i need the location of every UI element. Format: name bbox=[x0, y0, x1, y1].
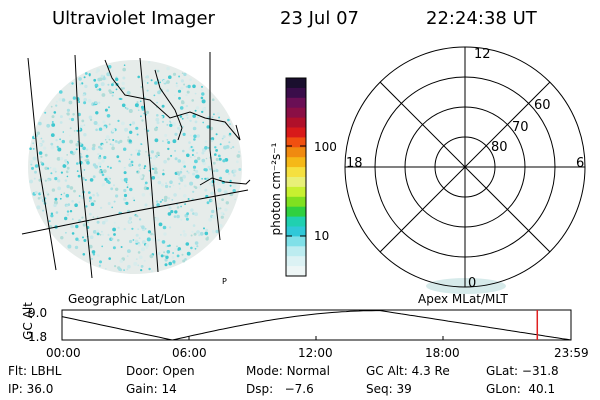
colorbar-tick-100: 100 bbox=[314, 140, 337, 154]
altitude-x-ticks bbox=[188, 336, 444, 340]
altitude-ytick-max: 9.0 bbox=[28, 306, 48, 320]
altitude-xtick-1: 06:00 bbox=[172, 346, 207, 360]
colorbar-band bbox=[286, 117, 306, 129]
map-marker: P bbox=[222, 277, 227, 286]
time-label: 22:24:38 UT bbox=[426, 8, 537, 29]
right-panel-label: Apex MLat/MLT bbox=[418, 292, 508, 306]
map-disk bbox=[28, 60, 242, 274]
colorbar-band bbox=[286, 236, 306, 247]
colorbar-band bbox=[286, 157, 306, 168]
colorbar-band bbox=[286, 147, 306, 158]
colorbar-band bbox=[286, 196, 306, 208]
status-glat: GLat: −31.8 bbox=[486, 364, 559, 378]
status-door: Door: Open bbox=[126, 364, 195, 378]
polar-grid bbox=[344, 46, 586, 288]
instrument-title: Ultraviolet Imager bbox=[52, 8, 215, 29]
colorbar-band bbox=[286, 266, 306, 277]
colorbar-band bbox=[286, 137, 306, 148]
colorbar-band bbox=[286, 87, 306, 99]
status-mode: Mode: Normal bbox=[246, 364, 330, 378]
mlat-label-70: 70 bbox=[512, 120, 529, 135]
status-gain: Gain: 14 bbox=[126, 382, 177, 396]
colorbar-band bbox=[286, 167, 306, 178]
mlt-label-12: 12 bbox=[474, 47, 491, 62]
colorbar-band bbox=[286, 177, 306, 188]
colorbar-band bbox=[286, 246, 306, 257]
uv-emission-points bbox=[29, 61, 242, 273]
status-ip: IP: 36.0 bbox=[8, 382, 54, 396]
mlt-label-0: 0 bbox=[468, 276, 477, 291]
colorbar-band bbox=[286, 107, 306, 119]
altitude-xtick-0: 00:00 bbox=[46, 346, 81, 360]
mlt-label-18: 18 bbox=[346, 156, 363, 171]
altitude-frame bbox=[61, 309, 572, 341]
colorbar-band bbox=[286, 216, 306, 228]
colorbar-band bbox=[286, 206, 306, 218]
mlat-label-80: 80 bbox=[491, 140, 508, 155]
polar-emission bbox=[426, 278, 506, 294]
map-grid-lines bbox=[21, 52, 251, 279]
colorbar-band bbox=[286, 186, 306, 198]
status-gc-alt: GC Alt: 4.3 Re bbox=[366, 364, 450, 378]
date-label: 23 Jul 07 bbox=[280, 8, 359, 29]
status-seq: Seq: 39 bbox=[366, 382, 412, 396]
mlat-label-60: 60 bbox=[534, 98, 551, 113]
status-glon: GLon: 40.1 bbox=[486, 382, 556, 396]
status-flt: Flt: LBHL bbox=[8, 364, 62, 378]
altitude-curve bbox=[61, 310, 572, 341]
left-panel-label: Geographic Lat/Lon bbox=[68, 292, 186, 306]
altitude-xtick-4: 23:59 bbox=[554, 346, 589, 360]
altitude-ytick-min: 1.8 bbox=[28, 330, 48, 344]
colorbar-band bbox=[286, 78, 306, 89]
colorbar-band bbox=[286, 226, 306, 237]
colorbar-band bbox=[286, 127, 306, 138]
colorbar-band bbox=[286, 256, 306, 267]
altitude-xtick-3: 18:00 bbox=[425, 346, 460, 360]
altitude-xtick-2: 12:00 bbox=[298, 346, 333, 360]
status-dsp: Dsp: −7.6 bbox=[246, 382, 314, 396]
colorbar-tick-10: 10 bbox=[314, 229, 330, 243]
colorbar-band bbox=[286, 97, 306, 109]
mlt-label-6: 6 bbox=[576, 156, 585, 171]
colorbar-gradient bbox=[286, 78, 306, 277]
